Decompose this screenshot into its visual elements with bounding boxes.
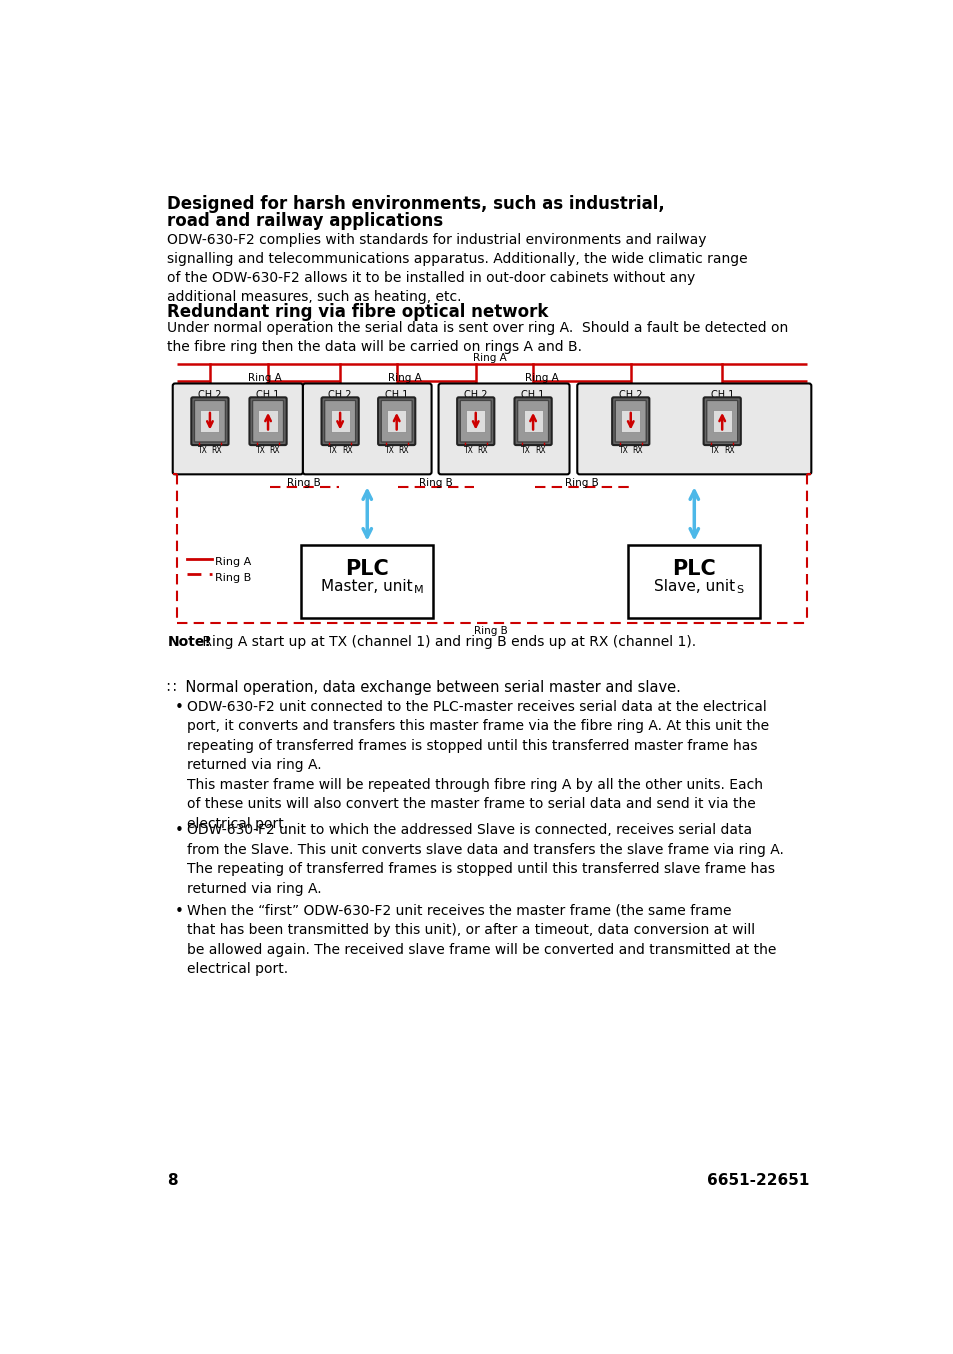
FancyBboxPatch shape [456, 397, 494, 445]
Text: ODW-630-F2 unit connected to the PLC-master receives serial data at the electric: ODW-630-F2 unit connected to the PLC-mas… [187, 700, 769, 831]
Text: M: M [414, 585, 423, 596]
Text: TX: TX [255, 445, 266, 455]
Text: Ring A: Ring A [524, 372, 558, 383]
Text: RX: RX [632, 445, 642, 455]
FancyBboxPatch shape [324, 401, 355, 441]
Text: TX: TX [328, 445, 337, 455]
Text: TX: TX [198, 445, 208, 455]
Text: Ring B: Ring B [287, 478, 320, 489]
Text: Note!: Note! [167, 635, 211, 650]
Text: RX: RX [270, 445, 280, 455]
Text: TX: TX [384, 445, 395, 455]
Text: Designed for harsh environments, such as industrial,: Designed for harsh environments, such as… [167, 195, 664, 213]
Text: Ring B: Ring B [419, 478, 453, 489]
FancyBboxPatch shape [192, 397, 229, 445]
Text: Slave, unit: Slave, unit [653, 580, 734, 594]
Text: 6651-22651: 6651-22651 [706, 1174, 808, 1189]
Text: RX: RX [476, 445, 488, 455]
Text: •: • [174, 700, 184, 715]
Text: TX: TX [710, 445, 720, 455]
Text: CH 2: CH 2 [618, 390, 641, 401]
Text: Under normal operation the serial data is sent over ring A.  Should a fault be d: Under normal operation the serial data i… [167, 321, 788, 353]
Text: Ring A start up at TX (channel 1) and ring B ends up at RX (channel 1).: Ring A start up at TX (channel 1) and ri… [197, 635, 695, 650]
FancyBboxPatch shape [517, 401, 548, 441]
Text: CH 1: CH 1 [521, 390, 544, 401]
Text: When the “first” ODW-630-F2 unit receives the master frame (the same frame
that : When the “first” ODW-630-F2 unit receive… [187, 904, 776, 976]
Text: Ring A: Ring A [473, 353, 506, 363]
Text: Master, unit: Master, unit [321, 580, 413, 594]
Bar [258, 410, 277, 432]
Text: PLC: PLC [345, 559, 389, 580]
Text: TX: TX [618, 445, 628, 455]
Bar [330, 410, 350, 432]
FancyBboxPatch shape [249, 397, 286, 445]
Bar [620, 410, 639, 432]
Text: TX: TX [520, 445, 531, 455]
Text: Ring B: Ring B [474, 626, 508, 636]
Text: ODW-630-F2 unit to which the addressed Slave is connected, receives serial data
: ODW-630-F2 unit to which the addressed S… [187, 823, 783, 895]
FancyBboxPatch shape [253, 401, 283, 441]
Text: TX: TX [463, 445, 474, 455]
FancyBboxPatch shape [703, 397, 740, 445]
Text: RX: RX [212, 445, 222, 455]
Text: road and railway applications: road and railway applications [167, 211, 443, 230]
FancyBboxPatch shape [321, 397, 358, 445]
Bar [523, 410, 542, 432]
Bar [200, 410, 219, 432]
FancyBboxPatch shape [706, 401, 737, 441]
Text: Ring B: Ring B [564, 478, 598, 489]
Text: CH 1: CH 1 [710, 390, 733, 401]
Text: Redundant ring via fibre optical network: Redundant ring via fibre optical network [167, 303, 548, 321]
Text: CH 1: CH 1 [256, 390, 279, 401]
Text: 8: 8 [167, 1174, 178, 1189]
Text: ∷  Normal operation, data exchange between serial master and slave.: ∷ Normal operation, data exchange betwee… [167, 680, 680, 695]
FancyBboxPatch shape [615, 401, 645, 441]
Text: RX: RX [723, 445, 734, 455]
FancyBboxPatch shape [381, 401, 412, 441]
Text: CH 2: CH 2 [463, 390, 487, 401]
FancyBboxPatch shape [514, 397, 551, 445]
Text: S: S [736, 585, 742, 596]
Bar [387, 410, 406, 432]
Bar [712, 410, 731, 432]
Bar [301, 546, 433, 619]
FancyBboxPatch shape [303, 383, 431, 474]
Text: Ring B: Ring B [215, 573, 252, 582]
Text: •: • [174, 823, 184, 838]
FancyBboxPatch shape [459, 401, 491, 441]
Text: ODW-630-F2 complies with standards for industrial environments and railway
signa: ODW-630-F2 complies with standards for i… [167, 233, 747, 305]
Text: PLC: PLC [672, 559, 716, 580]
FancyBboxPatch shape [194, 401, 225, 441]
Bar [466, 410, 485, 432]
FancyBboxPatch shape [577, 383, 810, 474]
Text: Ring A: Ring A [248, 372, 281, 383]
Text: Ring A: Ring A [387, 372, 421, 383]
Text: •: • [174, 904, 184, 919]
Text: RX: RX [398, 445, 409, 455]
FancyBboxPatch shape [377, 397, 415, 445]
Text: RX: RX [535, 445, 545, 455]
Text: CH 1: CH 1 [385, 390, 408, 401]
FancyBboxPatch shape [612, 397, 649, 445]
FancyBboxPatch shape [438, 383, 569, 474]
Text: Ring A: Ring A [215, 558, 252, 567]
Text: CH 2: CH 2 [198, 390, 221, 401]
Bar [628, 546, 760, 619]
Text: RX: RX [341, 445, 352, 455]
Text: CH 2: CH 2 [328, 390, 352, 401]
FancyBboxPatch shape [172, 383, 303, 474]
